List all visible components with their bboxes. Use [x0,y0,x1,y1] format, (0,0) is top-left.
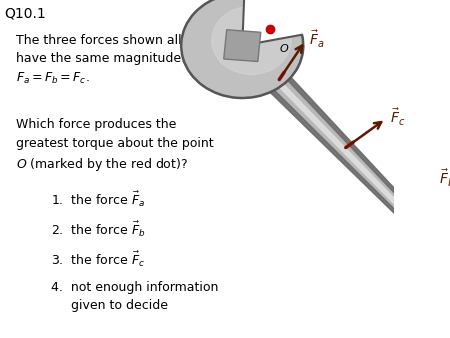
Polygon shape [251,71,420,237]
Text: 2.  the force $\vec{F}_b$: 2. the force $\vec{F}_b$ [51,220,146,239]
Text: 3.  the force $\vec{F}_c$: 3. the force $\vec{F}_c$ [51,250,145,269]
Text: $\vec{F}_c$: $\vec{F}_c$ [390,106,405,128]
Text: $\vec{F}_a$: $\vec{F}_a$ [309,29,324,50]
Circle shape [181,0,303,98]
Circle shape [416,225,433,239]
Wedge shape [242,0,305,46]
Polygon shape [260,64,426,233]
Text: 4.  not enough information
     given to decide: 4. not enough information given to decid… [51,281,219,312]
Circle shape [212,6,291,74]
Text: Q10.1: Q10.1 [4,7,46,21]
Text: $\vec{F}_b$: $\vec{F}_b$ [439,168,450,189]
Polygon shape [251,58,431,237]
Text: 1.  the force $\vec{F}_a$: 1. the force $\vec{F}_a$ [51,189,145,209]
Polygon shape [224,30,261,62]
Text: Which force produces the
greatest torque about the point
$O$ (marked by the red : Which force produces the greatest torque… [16,118,213,173]
Text: $O$: $O$ [279,42,289,54]
Text: The three forces shown all
have the same magnitude:
$F_a = F_b = F_c$.: The three forces shown all have the same… [16,34,185,87]
Polygon shape [269,58,431,229]
